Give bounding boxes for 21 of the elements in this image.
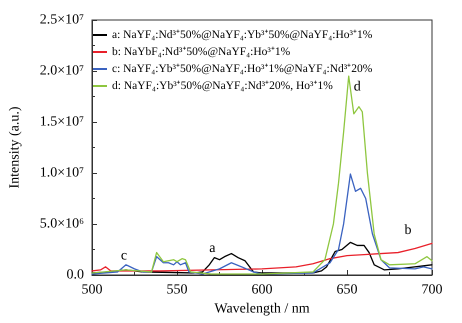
y-tick-label: 2.5×10⁷ [40, 12, 84, 28]
annotation: c [120, 248, 128, 264]
y-tick-label: 2.0×10⁷ [40, 64, 84, 78]
x-tick-label: 550 [166, 282, 188, 298]
legend-label: a: NaYF₄:Nd³⁺50%@NaYF₄:Yb³⁺50%@NaYF₄:Ho³⁺1% [112, 29, 373, 41]
annotation: a [209, 241, 216, 256]
y-tick-label: 1.0×10⁷ [40, 166, 84, 180]
y-tick-label: 1.5×10⁷ [40, 114, 84, 130]
legend-label: c: NaYF₄:Yb³⁺50%@NaYF₄:Ho³⁺1%@NaYF₄:Nd³⁺20% [112, 63, 373, 75]
x-tick-label: 650 [336, 282, 358, 298]
x-tick-label: 700 [422, 282, 442, 298]
y-tick-label: 5.0×10⁶ [40, 216, 84, 232]
y-tick-label: 0.0 [66, 268, 84, 282]
x-tick-label: 500 [82, 282, 102, 298]
x-tick-label: 600 [252, 282, 272, 298]
y-axis-title: Intensity (a.u.) [8, 106, 22, 189]
x-axis-title: Wavelength / nm [214, 301, 310, 316]
legend-label: d: NaYF₄:Yb³⁺50%@NaYF₄:Nd³⁺20%, Ho³⁺1% [112, 80, 334, 92]
legend-label: b: NaYbF₄:Nd³⁺50%@NaYF₄:Ho³⁺1% [112, 46, 291, 58]
annotation: d [354, 80, 361, 95]
annotation: b [404, 222, 412, 238]
